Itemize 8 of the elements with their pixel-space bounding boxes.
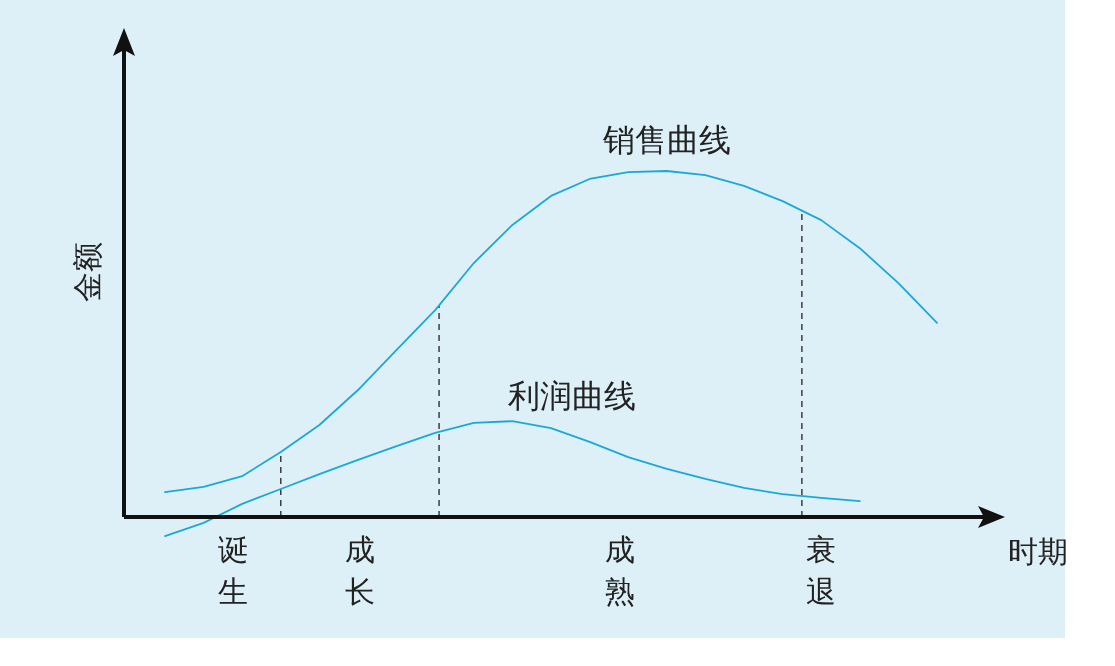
annotation: 衰退 — [806, 532, 837, 609]
y-axis-title: 金额 — [70, 242, 105, 302]
x-axis-title: 时期 — [1008, 534, 1068, 569]
annotation: 成长 — [344, 532, 375, 609]
annotation: 成熟 — [605, 532, 636, 609]
annotation: 诞生 — [217, 532, 248, 609]
series-label: 利润曲线 — [508, 377, 637, 416]
series-label: 销售曲线 — [601, 121, 731, 159]
